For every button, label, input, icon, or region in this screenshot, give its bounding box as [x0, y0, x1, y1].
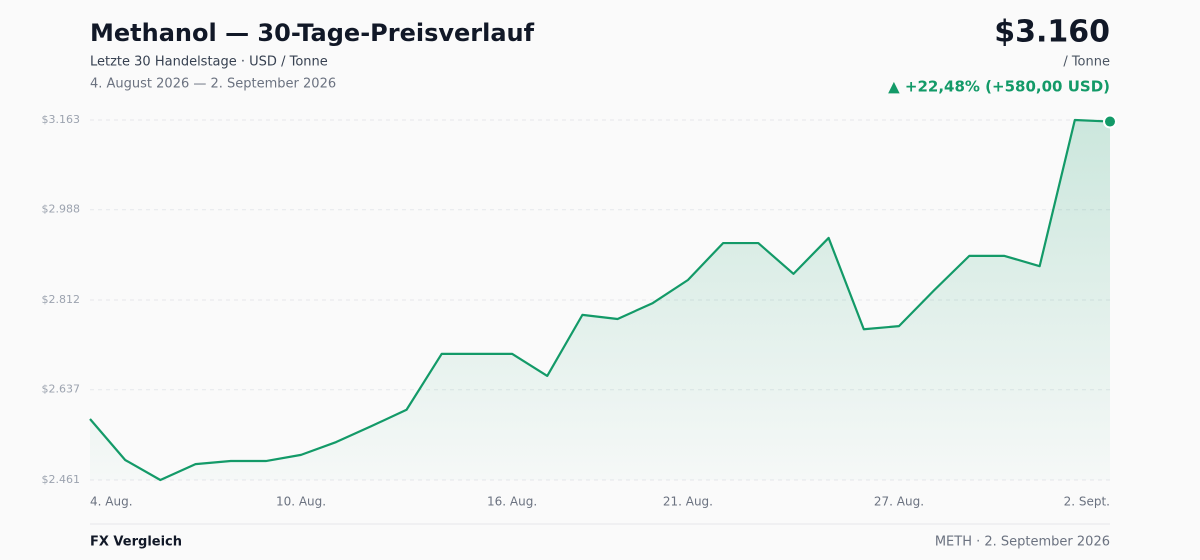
- y-tick-label: $2.637: [42, 383, 81, 396]
- unit: / Tonne: [1063, 55, 1110, 70]
- x-tick-label: 4. Aug.: [90, 495, 133, 509]
- price: $3.160: [994, 15, 1110, 50]
- footer-right: METH · 2. September 2026: [935, 535, 1110, 550]
- x-tick-label: 2. Sept.: [1064, 495, 1110, 509]
- y-tick-label: $2.988: [42, 203, 81, 216]
- area: [90, 120, 1110, 480]
- x-tick-label: 21. Aug.: [663, 495, 713, 509]
- y-tick-label: $2.812: [42, 293, 81, 306]
- y-tick-label: $2.461: [42, 473, 81, 486]
- change: ▲ +22,48% (+580,00 USD): [888, 78, 1110, 96]
- y-tick-label: $3.163: [42, 113, 81, 126]
- date-range: 4. August 2026 — 2. September 2026: [90, 77, 336, 92]
- line: [89, 118, 1111, 482]
- x-tick-label: 16. Aug.: [487, 495, 537, 509]
- title: Methanol — 30-Tage-Preisverlauf: [90, 19, 535, 47]
- subtitle: Letzte 30 Handelstage · USD / Tonne: [90, 55, 328, 70]
- footer-left: FX Vergleich: [90, 535, 182, 550]
- x-tick-label: 27. Aug.: [874, 495, 924, 509]
- last-point: [1103, 114, 1117, 129]
- x-tick-label: 10. Aug.: [276, 495, 326, 509]
